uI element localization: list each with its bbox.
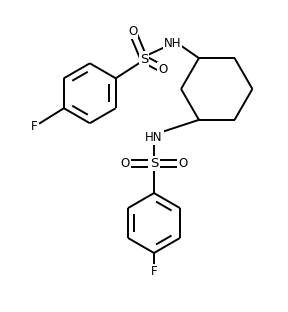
- Text: O: O: [128, 26, 137, 38]
- Text: F: F: [31, 119, 37, 133]
- Text: S: S: [150, 157, 158, 170]
- Text: F: F: [151, 265, 157, 278]
- Text: NH: NH: [164, 37, 181, 50]
- Text: O: O: [121, 157, 130, 170]
- Text: O: O: [158, 62, 167, 76]
- Text: S: S: [140, 52, 148, 66]
- Text: HN: HN: [145, 131, 163, 144]
- Text: O: O: [178, 157, 187, 170]
